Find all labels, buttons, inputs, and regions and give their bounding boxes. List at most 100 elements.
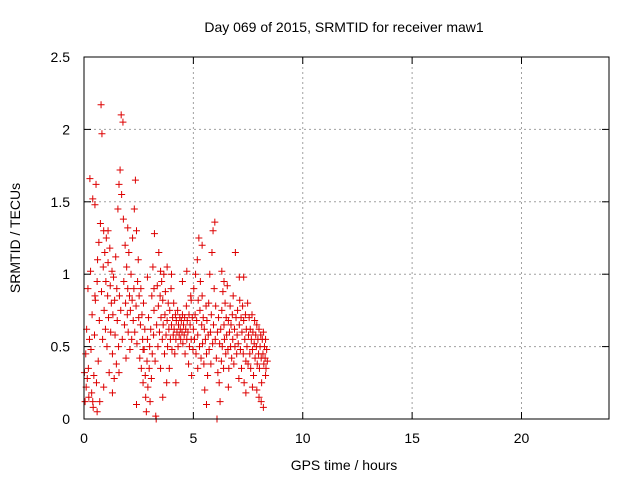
data-point xyxy=(100,306,108,314)
data-point xyxy=(96,398,104,406)
data-point xyxy=(193,317,201,325)
data-point xyxy=(105,314,112,322)
data-point xyxy=(251,317,259,325)
data-point xyxy=(220,277,228,285)
data-point xyxy=(242,389,250,397)
y-tick-label: 0.5 xyxy=(51,339,71,355)
data-point xyxy=(224,383,232,391)
data-point xyxy=(91,292,99,300)
data-point xyxy=(110,374,118,382)
data-point xyxy=(95,238,103,246)
data-point xyxy=(205,345,213,353)
data-point xyxy=(210,321,217,329)
data-point xyxy=(91,331,98,339)
data-point xyxy=(174,306,182,314)
data-point xyxy=(97,101,105,109)
data-point xyxy=(219,288,227,296)
data-point xyxy=(118,191,126,199)
data-point xyxy=(258,379,266,387)
data-point xyxy=(206,328,214,336)
data-point xyxy=(238,364,245,372)
data-point xyxy=(98,288,105,296)
data-point xyxy=(216,398,224,406)
data-point xyxy=(99,335,107,343)
x-tick-label: 20 xyxy=(514,430,530,446)
data-point xyxy=(95,317,103,325)
data-point xyxy=(123,263,131,271)
y-tick-label: 0 xyxy=(62,411,70,427)
data-point xyxy=(150,230,158,238)
data-point xyxy=(115,343,123,351)
data-point xyxy=(124,328,132,336)
data-point xyxy=(231,325,238,333)
data-point xyxy=(89,195,97,203)
data-point xyxy=(113,285,121,293)
data-point xyxy=(121,241,129,249)
data-point xyxy=(145,364,153,372)
x-tick-label: 5 xyxy=(189,430,197,446)
data-point xyxy=(147,374,155,382)
data-point xyxy=(119,215,127,223)
data-point xyxy=(83,374,91,382)
data-point xyxy=(234,306,242,314)
data-point xyxy=(86,175,94,183)
data-point xyxy=(218,343,226,351)
data-point xyxy=(172,379,180,387)
data-point xyxy=(93,408,101,416)
data-point xyxy=(249,328,257,336)
data-point xyxy=(120,277,128,285)
data-point xyxy=(142,408,150,416)
data-point xyxy=(201,335,209,343)
data-point xyxy=(204,372,212,380)
data-point xyxy=(103,343,111,351)
data-point xyxy=(248,345,256,353)
data-point xyxy=(247,335,255,343)
data-point xyxy=(194,331,202,339)
data-point xyxy=(84,285,92,293)
data-point xyxy=(128,296,136,304)
data-point xyxy=(207,311,215,319)
data-point xyxy=(165,364,173,372)
data-point xyxy=(238,328,246,336)
data-point xyxy=(133,401,140,409)
y-axis-label: SRMTID / TECUs xyxy=(7,183,23,293)
data-point xyxy=(212,354,220,362)
data-point xyxy=(93,277,101,285)
data-point xyxy=(88,311,96,319)
data-point xyxy=(92,180,100,188)
data-point xyxy=(146,343,154,351)
data-point xyxy=(235,321,243,329)
data-point xyxy=(180,331,188,339)
data-point xyxy=(131,176,139,184)
data-point xyxy=(228,311,236,319)
data-point xyxy=(178,277,186,285)
data-point xyxy=(207,360,215,368)
data-point xyxy=(111,331,119,339)
data-point xyxy=(177,317,185,325)
data-point xyxy=(224,317,232,325)
data-point xyxy=(87,267,95,275)
data-point xyxy=(82,350,90,358)
data-point xyxy=(203,401,210,409)
data-point xyxy=(257,398,265,406)
x-axis-label: GPS time / hours xyxy=(291,457,398,473)
data-point xyxy=(220,335,228,343)
data-point xyxy=(215,314,223,322)
data-point xyxy=(155,248,163,256)
data-point xyxy=(161,288,169,296)
data-point xyxy=(109,311,117,319)
data-point xyxy=(127,270,135,278)
data-point xyxy=(88,389,96,397)
data-point xyxy=(259,403,267,411)
data-point xyxy=(139,345,147,353)
data-point xyxy=(128,335,136,343)
data-point xyxy=(262,335,270,343)
data-point xyxy=(222,350,230,358)
y-tick-label: 1.5 xyxy=(51,194,71,210)
data-point xyxy=(250,372,258,380)
data-point xyxy=(263,357,271,365)
data-point xyxy=(110,273,118,281)
data-point xyxy=(180,321,188,329)
